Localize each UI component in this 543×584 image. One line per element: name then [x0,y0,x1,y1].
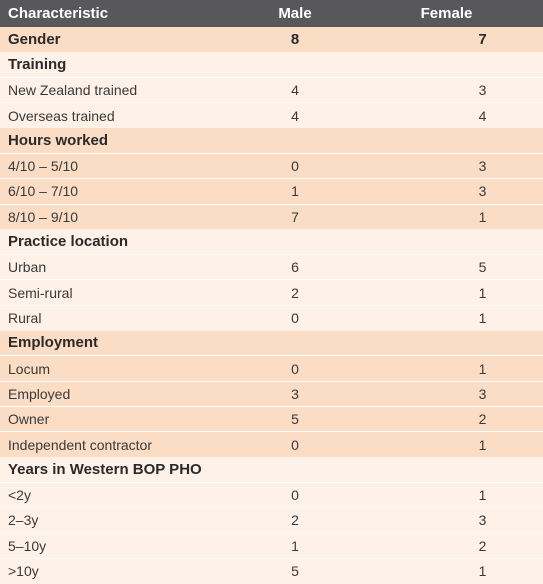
row-label: Urban [0,254,240,280]
section-label: Hours worked [8,132,109,150]
table-row: 4/10 – 5/10 0 3 [0,152,543,179]
row-label: 6/10 – 7/10 [0,178,240,205]
female-value [350,52,543,77]
male-value [240,229,350,254]
row-label: <2y [0,481,240,508]
row-label: Semi-rural [0,279,240,306]
female-value: 3 [350,152,543,179]
table-row: Locum 0 1 [0,355,543,382]
table-body: Gender 8 7 Training New Zealand trained 4 3 Ove… [0,27,543,584]
female-value: 1 [350,355,543,382]
female-value [350,128,543,153]
male-value: 4 [240,77,350,103]
female-value: 4 [350,102,543,129]
section-label: Training [8,56,67,74]
table-header: Characteristic Male Female [0,0,543,27]
male-value: 1 [240,532,350,559]
male-value [240,457,350,482]
header-female: Female [420,5,473,22]
female-value: 3 [350,380,543,407]
male-value: 0 [240,152,350,179]
male-value: 8 [290,31,300,49]
female-value [350,331,543,356]
female-value: 2 [350,405,543,432]
header-characteristic: Characteristic [8,5,109,22]
table-row: 5–10y 1 2 [0,532,543,559]
male-value [240,331,350,356]
male-value: 4 [240,102,350,129]
female-value: 5 [350,254,543,280]
male-value [240,128,350,153]
section-label: Gender [8,31,61,49]
section-row: Gender 8 7 [0,27,543,53]
male-value [240,52,350,77]
row-label: 2–3y [0,507,240,533]
header-row: Characteristic Male Female [0,0,543,27]
section-row: Employment [0,330,543,356]
table-row: 2–3y 2 3 [0,507,543,533]
table-row: >10y 5 1 [0,557,543,584]
table-row: Overseas trained 4 4 [0,102,543,129]
row-label: >10y [0,557,240,584]
row-label: New Zealand trained [0,77,240,103]
male-value: 0 [240,431,350,458]
male-value: 0 [240,304,350,331]
table-row: Employed 3 3 [0,380,543,407]
table-row: Rural 0 1 [0,304,543,331]
section-row: Years in Western BOP PHO [0,457,543,483]
female-value: 1 [350,304,543,331]
row-label: Rural [0,304,240,331]
table-row: Owner 5 2 [0,405,543,432]
female-value: 1 [350,431,543,458]
section-label: Practice location [8,233,129,251]
row-label: Overseas trained [0,102,240,129]
row-label: 4/10 – 5/10 [0,152,240,179]
table-row: <2y 0 1 [0,481,543,508]
male-value: 7 [240,203,350,230]
table-row: 8/10 – 9/10 7 1 [0,203,543,230]
row-label: 8/10 – 9/10 [0,203,240,230]
female-value: 3 [350,178,543,205]
row-label: Employed [0,380,240,407]
male-value: 2 [240,507,350,533]
section-label: Employment [8,334,99,352]
female-value: 1 [350,203,543,230]
table-row: Urban 6 5 [0,254,543,280]
male-value: 5 [240,557,350,584]
row-label: Owner [0,405,240,432]
section-row: Training [0,52,543,78]
table-row: Independent contractor 0 1 [0,431,543,458]
female-value: 1 [350,557,543,584]
male-value: 0 [240,481,350,508]
female-value: 3 [350,77,543,103]
table-row: 6/10 – 7/10 1 3 [0,178,543,205]
table-row: Semi-rural 2 1 [0,279,543,306]
table-row: New Zealand trained 4 3 [0,77,543,103]
female-value [350,457,543,482]
male-value: 6 [240,254,350,280]
male-value: 3 [240,380,350,407]
male-value: 5 [240,405,350,432]
male-value: 2 [240,279,350,306]
section-label: Years in Western BOP PHO [8,460,202,478]
female-value: 3 [350,507,543,533]
male-value: 0 [240,355,350,382]
female-value: 1 [350,481,543,508]
female-value [350,229,543,254]
section-row: Practice location [0,229,543,255]
male-value: 1 [240,178,350,205]
female-value: 1 [350,279,543,306]
row-label: Independent contractor [0,431,240,458]
female-value: 7 [478,31,487,49]
section-row: Hours worked [0,128,543,154]
row-label: Locum [0,355,240,382]
female-value: 2 [350,532,543,559]
row-label: 5–10y [0,532,240,559]
header-male: Male [278,5,312,22]
